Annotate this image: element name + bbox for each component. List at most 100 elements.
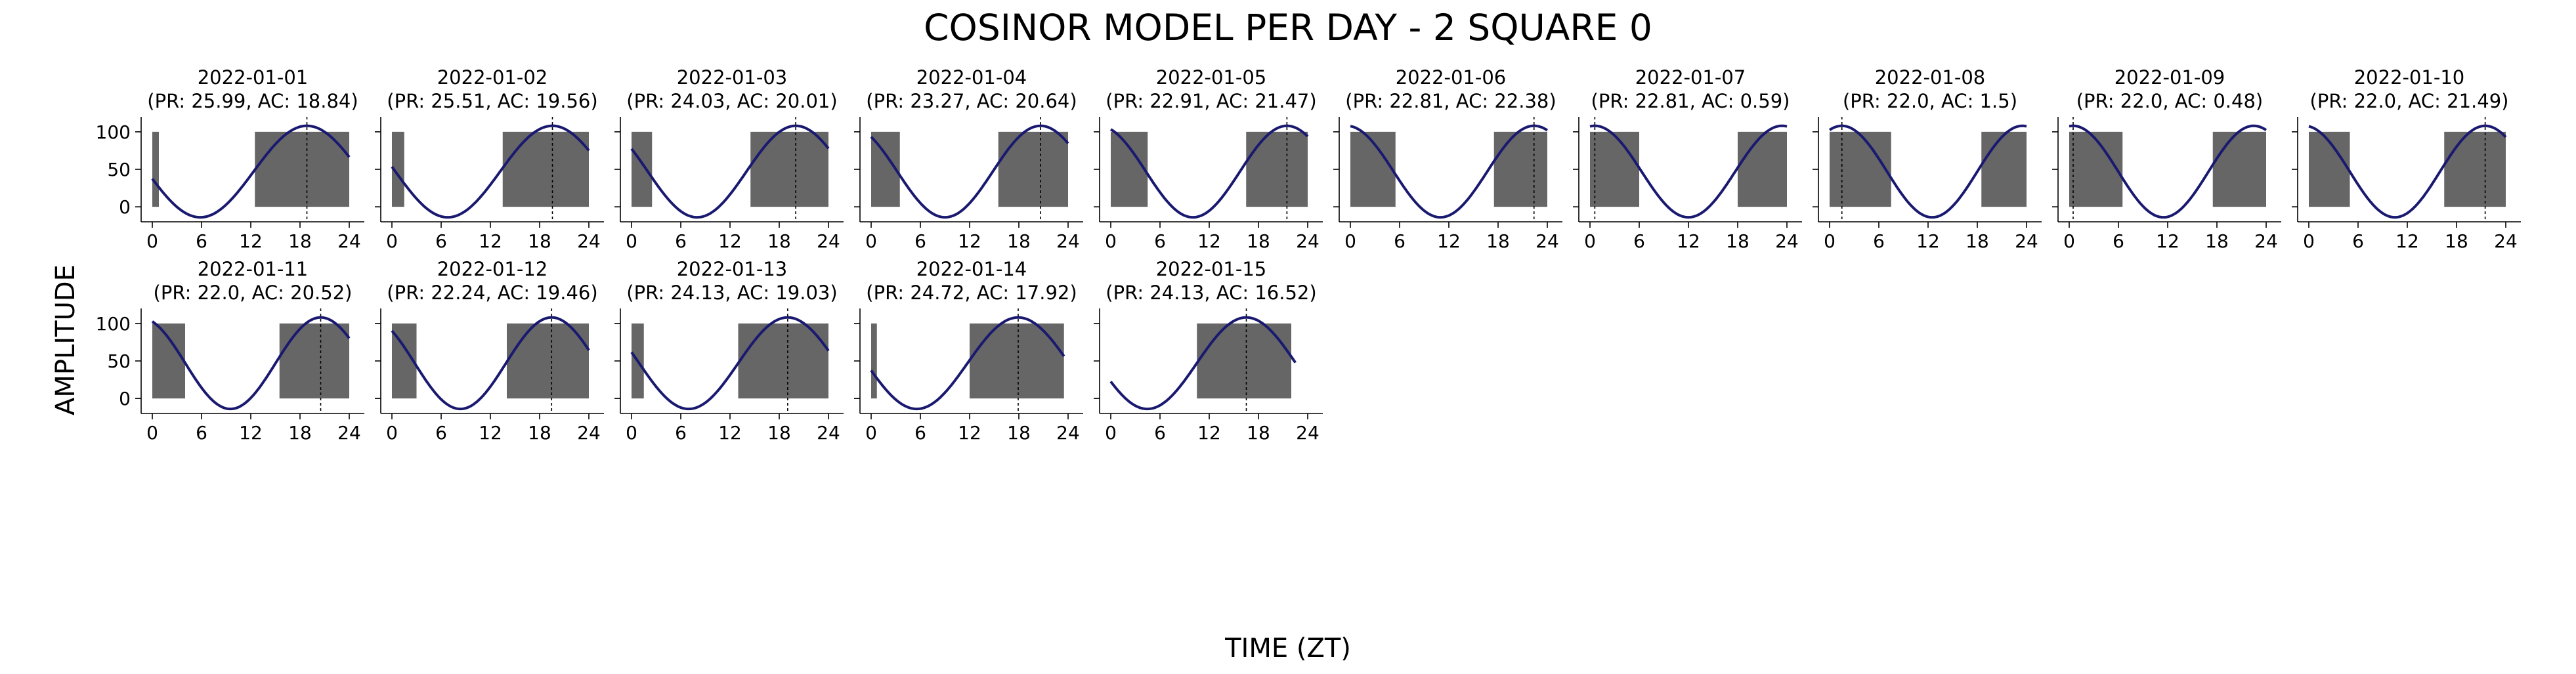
- x-tick-label: 6: [1873, 230, 1885, 252]
- cosinor-curve: [391, 316, 590, 411]
- x-tick-label: 0: [865, 230, 877, 252]
- x-axis-label: TIME (ZT): [1225, 633, 1351, 663]
- day-panel: 2022-01-11(PR: 22.0, AC: 20.52) 0 6 12 18 24 0…: [96, 258, 364, 444]
- cosinor-curve: [2308, 124, 2507, 219]
- panel-pr-ac-subtitle: (PR: 23.27, AC: 20.64): [866, 90, 1077, 112]
- panel-date-title: 2022-01-11: [198, 258, 309, 280]
- x-tick-label: 24: [1775, 230, 1799, 252]
- panel-date-title: 2022-01-05: [1156, 66, 1267, 89]
- y-tick-label: 100: [96, 121, 131, 143]
- x-tick-label: 24: [2015, 230, 2038, 252]
- panel-date-title: 2022-01-02: [437, 66, 548, 89]
- activity-bar: [1981, 131, 2027, 207]
- activity-bar: [1246, 131, 1308, 207]
- panel-date-title: 2022-01-03: [677, 66, 788, 89]
- x-tick-label: 0: [146, 230, 158, 252]
- panel-pr-ac-subtitle: (PR: 22.0, AC: 0.48): [2076, 90, 2264, 112]
- x-tick-label: 6: [914, 422, 926, 444]
- panel-date-title: 2022-01-09: [2114, 66, 2225, 89]
- cosinor-curve: [630, 124, 830, 219]
- x-tick-label: 0: [1344, 230, 1356, 252]
- x-tick-label: 12: [1916, 230, 1940, 252]
- x-tick-label: 0: [1105, 230, 1117, 252]
- activity-bar: [152, 131, 159, 207]
- activity-bar: [750, 131, 828, 207]
- activity-bar: [255, 131, 349, 207]
- panel-date-title: 2022-01-08: [1875, 66, 1986, 89]
- panel-pr-ac-subtitle: (PR: 22.81, AC: 22.38): [1345, 90, 1556, 112]
- day-panel: 2022-01-07(PR: 22.81, AC: 0.59) 0 6 12 18 24: [1573, 66, 1802, 252]
- cosinor-curve: [1109, 316, 1297, 411]
- x-tick-label: 24: [337, 230, 361, 252]
- activity-bar: [1738, 131, 1787, 207]
- day-panel: 2022-01-09(PR: 22.0, AC: 0.48) 0 6 12 18 24: [2052, 66, 2281, 252]
- x-tick-label: 18: [1007, 230, 1031, 252]
- activity-bar: [998, 131, 1068, 207]
- x-tick-label: 12: [479, 422, 502, 444]
- x-tick-label: 0: [626, 422, 637, 444]
- x-tick-label: 12: [2395, 230, 2419, 252]
- activity-bar: [1590, 131, 1639, 207]
- day-panel: 2022-01-08(PR: 22.0, AC: 1.5) 0 6 12 18 24: [1813, 66, 2042, 252]
- panel-pr-ac-subtitle: (PR: 22.81, AC: 0.59): [1591, 90, 1790, 112]
- x-tick-label: 18: [288, 230, 312, 252]
- x-tick-label: 6: [435, 422, 447, 444]
- x-tick-label: 0: [865, 422, 877, 444]
- panel-pr-ac-subtitle: (PR: 24.13, AC: 16.52): [1106, 282, 1316, 304]
- x-tick-label: 12: [239, 422, 263, 444]
- x-tick-label: 6: [1394, 230, 1406, 252]
- x-tick-label: 24: [1296, 230, 1320, 252]
- x-tick-label: 18: [1247, 422, 1270, 444]
- x-tick-label: 6: [196, 422, 207, 444]
- panel-date-title: 2022-01-01: [198, 66, 309, 89]
- day-panel: 2022-01-10(PR: 22.0, AC: 21.49) 0 6 12 18 24: [2292, 66, 2521, 252]
- x-tick-label: 24: [337, 422, 361, 444]
- x-tick-label: 0: [1584, 230, 1596, 252]
- x-tick-label: 0: [2303, 230, 2315, 252]
- activity-bar: [2069, 131, 2123, 207]
- panel-pr-ac-subtitle: (PR: 25.51, AC: 19.56): [387, 90, 597, 112]
- x-tick-label: 18: [1965, 230, 1989, 252]
- activity-bar: [2309, 131, 2350, 207]
- cosinor-curve: [2069, 124, 2267, 219]
- day-panel: 2022-01-12(PR: 22.24, AC: 19.46) 0 6 12 18 24: [375, 258, 604, 444]
- cosinor-curve: [870, 316, 1065, 411]
- x-tick-label: 6: [2113, 230, 2124, 252]
- x-tick-label: 24: [1535, 230, 1559, 252]
- x-tick-label: 6: [1154, 230, 1166, 252]
- cosinor-curve: [870, 124, 1069, 219]
- x-tick-label: 24: [817, 230, 840, 252]
- panel-date-title: 2022-01-15: [1156, 258, 1267, 280]
- x-tick-label: 6: [1154, 422, 1166, 444]
- cosinor-curve: [151, 316, 351, 411]
- cosinor-curve: [391, 124, 590, 219]
- activity-bar: [279, 323, 349, 399]
- panel-pr-ac-subtitle: (PR: 24.13, AC: 19.03): [626, 282, 837, 304]
- x-tick-label: 12: [958, 230, 981, 252]
- x-tick-label: 12: [958, 422, 981, 444]
- activity-bar: [738, 323, 828, 399]
- panel-pr-ac-subtitle: (PR: 22.0, AC: 1.5): [1843, 90, 2017, 112]
- activity-bar: [1830, 131, 1891, 207]
- x-tick-label: 0: [146, 422, 158, 444]
- x-tick-label: 6: [196, 230, 207, 252]
- x-tick-label: 0: [1824, 230, 1835, 252]
- cosinor-curve: [630, 316, 830, 411]
- day-panel: 2022-01-05(PR: 22.91, AC: 21.47) 0 6 12 18 24: [1094, 66, 1323, 252]
- x-tick-label: 18: [1726, 230, 1750, 252]
- day-panel: 2022-01-01(PR: 25.99, AC: 18.84) 0 6 12 18 24…: [96, 66, 364, 252]
- activity-bar: [970, 323, 1064, 399]
- x-tick-label: 18: [2205, 230, 2229, 252]
- x-tick-label: 6: [2352, 230, 2364, 252]
- x-tick-label: 0: [386, 230, 398, 252]
- x-tick-label: 18: [2445, 230, 2468, 252]
- activity-bar: [632, 131, 653, 207]
- y-tick-label: 50: [107, 350, 131, 372]
- cosinor-curve: [1828, 124, 2027, 219]
- x-tick-label: 12: [1197, 422, 1221, 444]
- cosinor-curve: [1589, 124, 1788, 219]
- x-tick-label: 24: [1056, 230, 1080, 252]
- activity-bar: [1197, 323, 1291, 399]
- activity-bar: [507, 323, 589, 399]
